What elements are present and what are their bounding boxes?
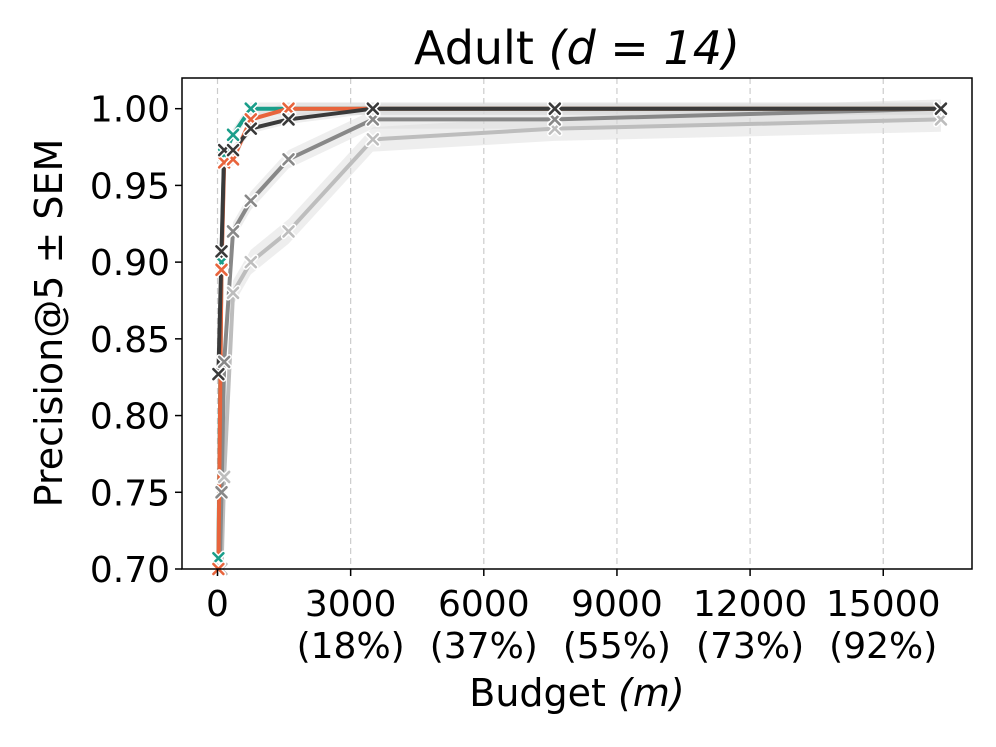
series-0-point-4 xyxy=(243,254,259,270)
x-tick-sublabel-4: (73%) xyxy=(696,626,804,667)
series-2-band xyxy=(218,102,941,565)
series-1-point-2 xyxy=(216,354,232,370)
series-4-point-7 xyxy=(547,100,563,117)
series-1-point-6 xyxy=(365,111,381,128)
series-0-point-2 xyxy=(216,469,232,485)
y-tick-label-2: 0.80 xyxy=(90,397,170,438)
series-4-point-6 xyxy=(365,100,381,117)
y-tick-label-0: 0.70 xyxy=(90,550,170,591)
series-1-point-5 xyxy=(280,151,297,168)
series-0-point-8 xyxy=(933,111,949,128)
plot-frame xyxy=(181,77,973,570)
chart-title: Adult (d = 14) xyxy=(414,21,740,75)
error-bands xyxy=(218,99,941,569)
y-tick-label-6: 1.00 xyxy=(90,90,170,131)
chart-title-text: Adult xyxy=(414,21,534,75)
series-0-point-3 xyxy=(225,285,241,301)
y-tick-label-4: 0.90 xyxy=(90,243,170,284)
series-4-point-8 xyxy=(933,100,949,117)
x-tick-sublabel-1: (18%) xyxy=(297,626,405,667)
x-tick-label-4: 12000 xyxy=(693,584,808,625)
series-3-point-1 xyxy=(213,262,230,278)
x-tick-label-1: 3000 xyxy=(305,584,397,625)
series-2-line xyxy=(216,106,941,559)
series-1-point-4 xyxy=(243,193,259,209)
series-1-point-1 xyxy=(213,484,230,501)
series-lines xyxy=(216,106,941,569)
series-2-point-4 xyxy=(243,100,259,117)
y-axis-label: Precision@5 ± SEM xyxy=(27,139,71,508)
series-3-band xyxy=(218,102,941,569)
y-tick-label-1: 0.75 xyxy=(90,473,170,514)
series-markers xyxy=(210,100,949,577)
x-tick-label-0: 0 xyxy=(206,584,229,625)
series-2-point-3 xyxy=(225,127,241,143)
series-3-point-5 xyxy=(280,100,297,117)
series-2-point-0 xyxy=(210,550,227,567)
series-0-point-6 xyxy=(365,131,381,148)
series-4-point-1 xyxy=(213,243,230,260)
x-tick-sublabel-5: (92%) xyxy=(829,626,937,667)
grid-lines xyxy=(216,78,884,569)
series-0-point-5 xyxy=(280,223,297,240)
series-4-point-5 xyxy=(280,111,297,128)
x-axis-label: Budget (m) xyxy=(469,671,684,715)
x-tick-sublabel-2: (37%) xyxy=(430,626,538,667)
series-1-point-3 xyxy=(225,223,241,240)
x-tick-label-2: 6000 xyxy=(438,584,530,625)
x-tick-label-3: 9000 xyxy=(571,584,663,625)
series-1-point-7 xyxy=(547,111,563,128)
series-4-point-0 xyxy=(210,366,227,382)
x-axis-ticks: 0 3000(18%) 6000(37%) 9000(55%) 12000(73%) 15… xyxy=(206,569,941,667)
x-tick-label-5: 15000 xyxy=(826,584,941,625)
x-axis-label-math: (m) xyxy=(618,671,685,715)
y-tick-label-3: 0.85 xyxy=(90,320,170,361)
series-4-point-4 xyxy=(243,120,259,137)
x-axis-label-text: Budget xyxy=(469,671,606,715)
y-tick-label-5: 0.95 xyxy=(90,166,170,207)
series-4-point-3 xyxy=(225,142,241,158)
y-axis-ticks: 0.70 0.75 0.80 0.85 0.90 0.95 1.00 xyxy=(90,90,182,591)
chart-title-math: (d = 14) xyxy=(549,21,740,75)
x-tick-sublabel-3: (55%) xyxy=(563,626,671,667)
